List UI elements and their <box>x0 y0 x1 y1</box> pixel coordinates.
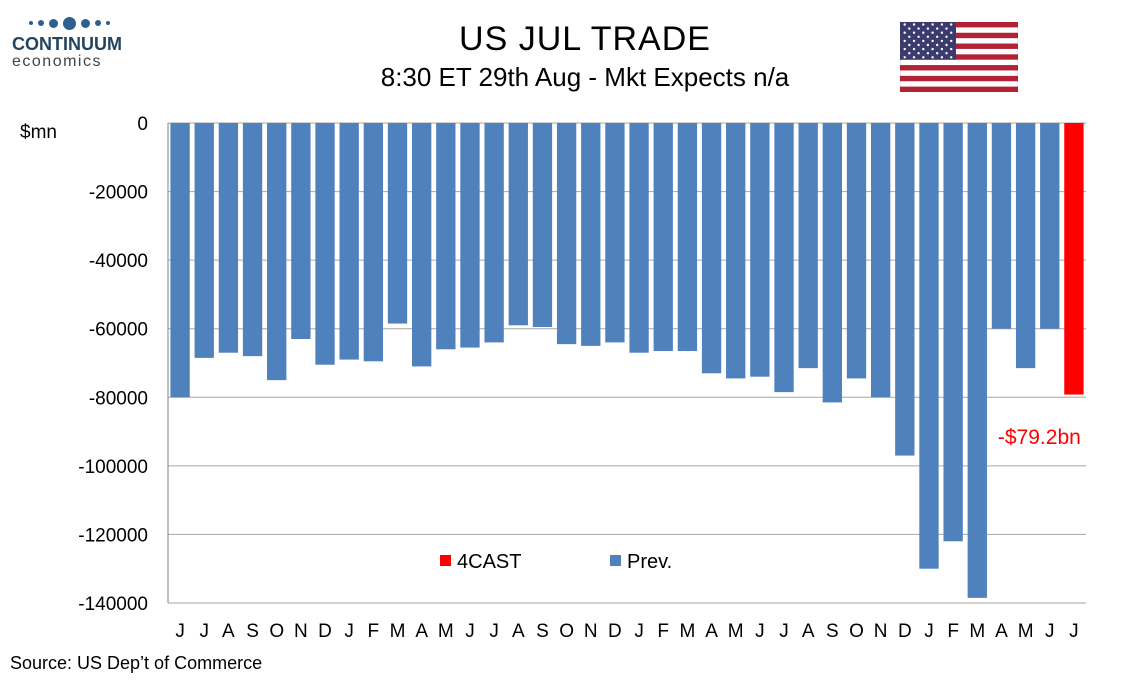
prev-bar <box>822 123 843 403</box>
x-tick-label: J <box>779 621 789 642</box>
y-tick-label: -100000 <box>78 457 148 478</box>
prev-bar <box>991 123 1012 329</box>
prev-bar <box>339 123 359 360</box>
prev-bar <box>242 123 263 357</box>
prev-bar <box>629 123 649 353</box>
x-tick-label: J <box>175 621 185 642</box>
x-tick-label: D <box>898 621 912 642</box>
prev-bar <box>581 123 601 346</box>
x-tick-label: D <box>608 621 622 642</box>
prev-bar <box>943 123 963 542</box>
y-tick-label: -40000 <box>89 251 148 272</box>
y-tick-label: -80000 <box>89 388 148 409</box>
prev-bar <box>387 123 408 324</box>
prev-bar <box>508 123 528 326</box>
x-tick-label: M <box>438 621 454 642</box>
y-tick-label: 0 <box>137 114 148 135</box>
x-tick-label: A <box>512 621 525 642</box>
x-tick-label: S <box>826 621 839 642</box>
x-tick-label: J <box>465 621 475 642</box>
x-tick-label: O <box>559 621 574 642</box>
prev-bar <box>315 123 335 365</box>
x-tick-label: J <box>489 621 499 642</box>
x-tick-label: M <box>728 621 744 642</box>
x-tick-label: J <box>344 621 354 642</box>
prev-bar <box>411 123 432 367</box>
prev-bar <box>677 123 698 351</box>
x-tick-label: F <box>657 621 669 642</box>
legend-swatch <box>440 555 451 566</box>
x-tick-label: J <box>199 621 209 642</box>
legend-label: Prev. <box>627 551 672 573</box>
x-tick-label: M <box>679 621 695 642</box>
prev-bar <box>774 123 794 393</box>
prev-bar <box>194 123 214 358</box>
forecast-annotation: -$79.2bn <box>998 426 1081 449</box>
x-tick-label: F <box>947 621 959 642</box>
prev-bar <box>170 123 190 398</box>
prev-bar <box>701 123 722 374</box>
prev-bar <box>919 123 939 569</box>
us-flag-icon <box>900 22 1018 92</box>
y-axis-label: $mn <box>20 122 57 143</box>
prev-bar <box>895 123 915 456</box>
prev-bar <box>870 123 891 398</box>
prev-bar <box>436 123 456 350</box>
y-tick-label: -140000 <box>78 594 148 615</box>
x-tick-label: N <box>584 621 598 642</box>
x-tick-label: N <box>874 621 888 642</box>
x-tick-label: F <box>368 621 380 642</box>
prev-bar <box>363 123 384 362</box>
x-tick-label: A <box>802 621 815 642</box>
x-tick-label: J <box>1069 621 1079 642</box>
prev-bar <box>267 123 287 381</box>
x-tick-label: A <box>222 621 235 642</box>
prev-bar <box>605 123 625 343</box>
x-tick-label: A <box>705 621 718 642</box>
chart-subtitle: 8:30 ET 29th Aug - Mkt Expects n/a <box>380 62 790 92</box>
forecast-bar <box>1064 123 1084 395</box>
prev-bar <box>484 123 504 343</box>
chart-title: US JUL TRADE <box>459 20 711 58</box>
prev-bar <box>967 123 987 598</box>
x-tick-label: O <box>849 621 864 642</box>
logo-name: CONTINUUM <box>12 34 122 54</box>
prev-bar <box>726 123 746 379</box>
x-tick-label: S <box>536 621 549 642</box>
x-tick-label: M <box>390 621 406 642</box>
x-tick-label: J <box>924 621 934 642</box>
y-tick-label: -120000 <box>78 525 148 546</box>
y-tick-label: -60000 <box>89 320 148 341</box>
prev-bar <box>798 123 818 369</box>
prev-bar <box>556 123 577 345</box>
x-tick-label: M <box>1018 621 1034 642</box>
logo-dots <box>6 14 132 32</box>
x-tick-label: J <box>755 621 765 642</box>
x-tick-label: O <box>269 621 284 642</box>
company-logo: CONTINUUM economics <box>12 14 132 71</box>
prev-bar <box>846 123 867 379</box>
x-tick-label: N <box>294 621 308 642</box>
x-tick-label: S <box>246 621 259 642</box>
y-tick-label: -20000 <box>89 183 148 204</box>
x-tick-label: D <box>318 621 332 642</box>
prev-bar <box>291 123 311 339</box>
legend-swatch <box>610 555 621 566</box>
prev-bar <box>1015 123 1036 369</box>
prev-bar <box>653 123 673 351</box>
logo-subtitle: economics <box>12 53 102 70</box>
prev-bar <box>460 123 480 348</box>
x-tick-label: M <box>969 621 985 642</box>
prev-bar <box>532 123 553 327</box>
x-tick-label: A <box>415 621 428 642</box>
x-tick-label: J <box>1045 621 1055 642</box>
prev-bar <box>750 123 770 377</box>
x-tick-label: A <box>995 621 1008 642</box>
legend-label: 4CAST <box>457 551 521 573</box>
source-note: Source: US Dep’t of Commerce <box>10 653 263 673</box>
prev-bar <box>218 123 239 353</box>
prev-bar <box>1040 123 1060 329</box>
x-tick-label: J <box>634 621 644 642</box>
